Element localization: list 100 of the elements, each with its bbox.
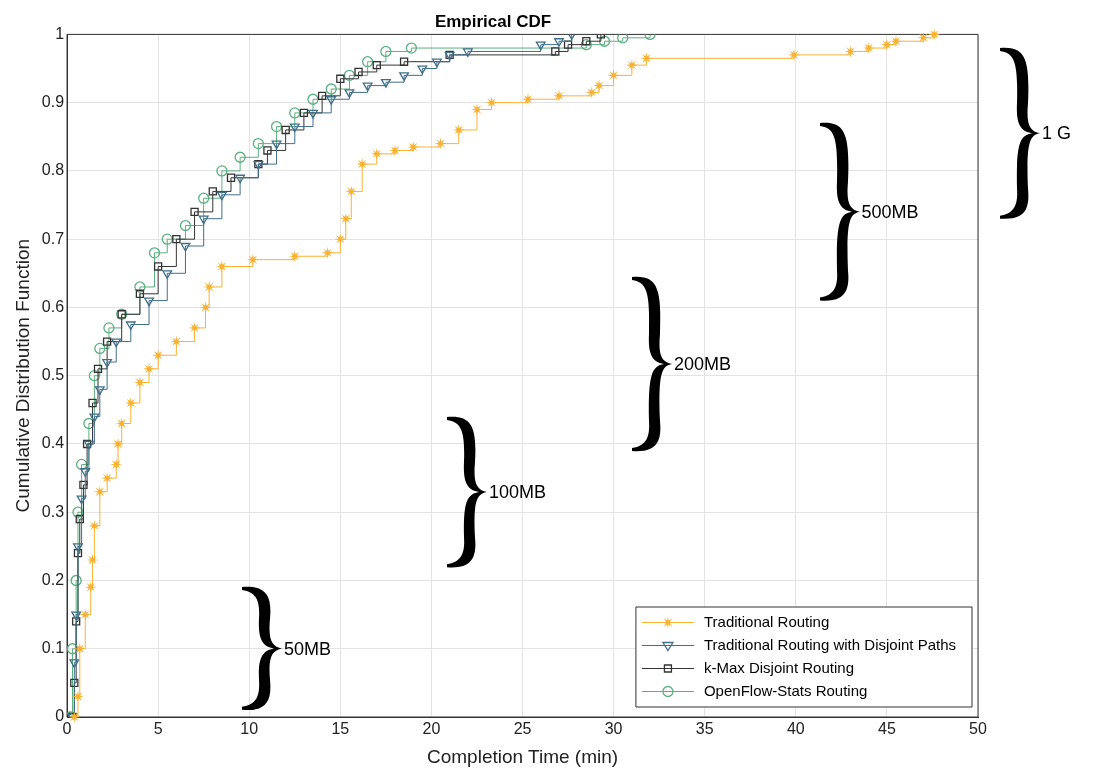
y-tick-label: 0.8 [41,161,65,179]
legend-label: k-Max Disjoint Routing [703,658,854,676]
x-tick-label: 25 [513,720,532,738]
point [585,86,598,99]
point [317,91,327,101]
point [198,215,209,225]
y-tick-label: 1 [55,24,65,42]
y-tick-label: 0.4 [41,434,65,452]
point [102,358,113,368]
x-tick-label: 30 [604,720,623,738]
point [203,280,216,293]
point [143,362,156,375]
y-tick-label: 0.6 [41,297,65,315]
point [80,468,91,477]
point [289,107,301,119]
point [84,581,97,594]
point [135,289,145,298]
point [334,233,347,246]
point [88,398,97,408]
point [216,191,227,201]
point [380,79,391,88]
point [343,69,356,82]
point [226,173,236,182]
point [417,65,428,75]
point [321,246,334,259]
x-tick-label: 45 [878,720,896,738]
point [67,643,79,655]
point [208,187,217,196]
y-tick-label: 0.5 [41,366,65,384]
point [339,212,352,225]
y-tick-label: 0.3 [41,502,65,520]
point [73,642,86,655]
point [452,123,465,136]
point [71,690,84,703]
point [399,72,410,82]
point [370,147,383,160]
point [70,678,79,688]
point [102,337,112,346]
point [75,514,84,524]
point [112,437,125,450]
point [928,28,941,41]
point [399,57,409,66]
point [551,47,560,56]
point [76,495,87,505]
y-tick-label: 0.9 [41,93,65,111]
point [179,219,192,232]
point [380,45,392,58]
point [431,58,442,68]
point [362,56,374,68]
point [462,48,473,58]
point [72,543,83,552]
point [521,93,534,106]
point [325,83,337,95]
point [787,48,800,61]
point [552,89,565,102]
point [79,480,88,490]
point [336,74,345,83]
point [271,140,282,150]
point [535,41,546,51]
point [263,146,272,155]
point [345,185,358,198]
x-tick-label: 20 [422,720,441,738]
chart-title: Empirical CDF [434,11,552,31]
point [88,370,101,382]
point [125,321,136,331]
point [110,458,123,471]
point [148,247,161,259]
point [890,35,903,48]
point [69,659,80,669]
point [235,174,246,184]
point [362,82,373,92]
annotation: 50MB [284,637,332,660]
point [862,42,875,55]
point [617,34,629,44]
point [71,617,81,626]
point [270,120,283,133]
point [72,506,84,518]
x-tick-label: 40 [786,720,805,738]
annotation: 100MB [488,480,547,503]
point [470,103,483,116]
point [326,96,337,105]
point [252,137,264,150]
legend-label: Traditional Routing [703,612,830,630]
point [124,397,137,409]
point [94,386,105,395]
x-tick-label: 15 [331,720,350,738]
point [289,123,300,133]
point [308,109,318,119]
point [161,233,173,245]
point [153,262,163,271]
point [246,253,259,266]
point [93,364,103,374]
point [553,38,564,47]
point [86,554,99,566]
point [190,207,199,217]
point [79,608,92,621]
point [103,322,115,334]
point [388,144,401,157]
point [198,192,210,204]
legend-label: OpenFlow-Stats Routing [703,681,868,699]
